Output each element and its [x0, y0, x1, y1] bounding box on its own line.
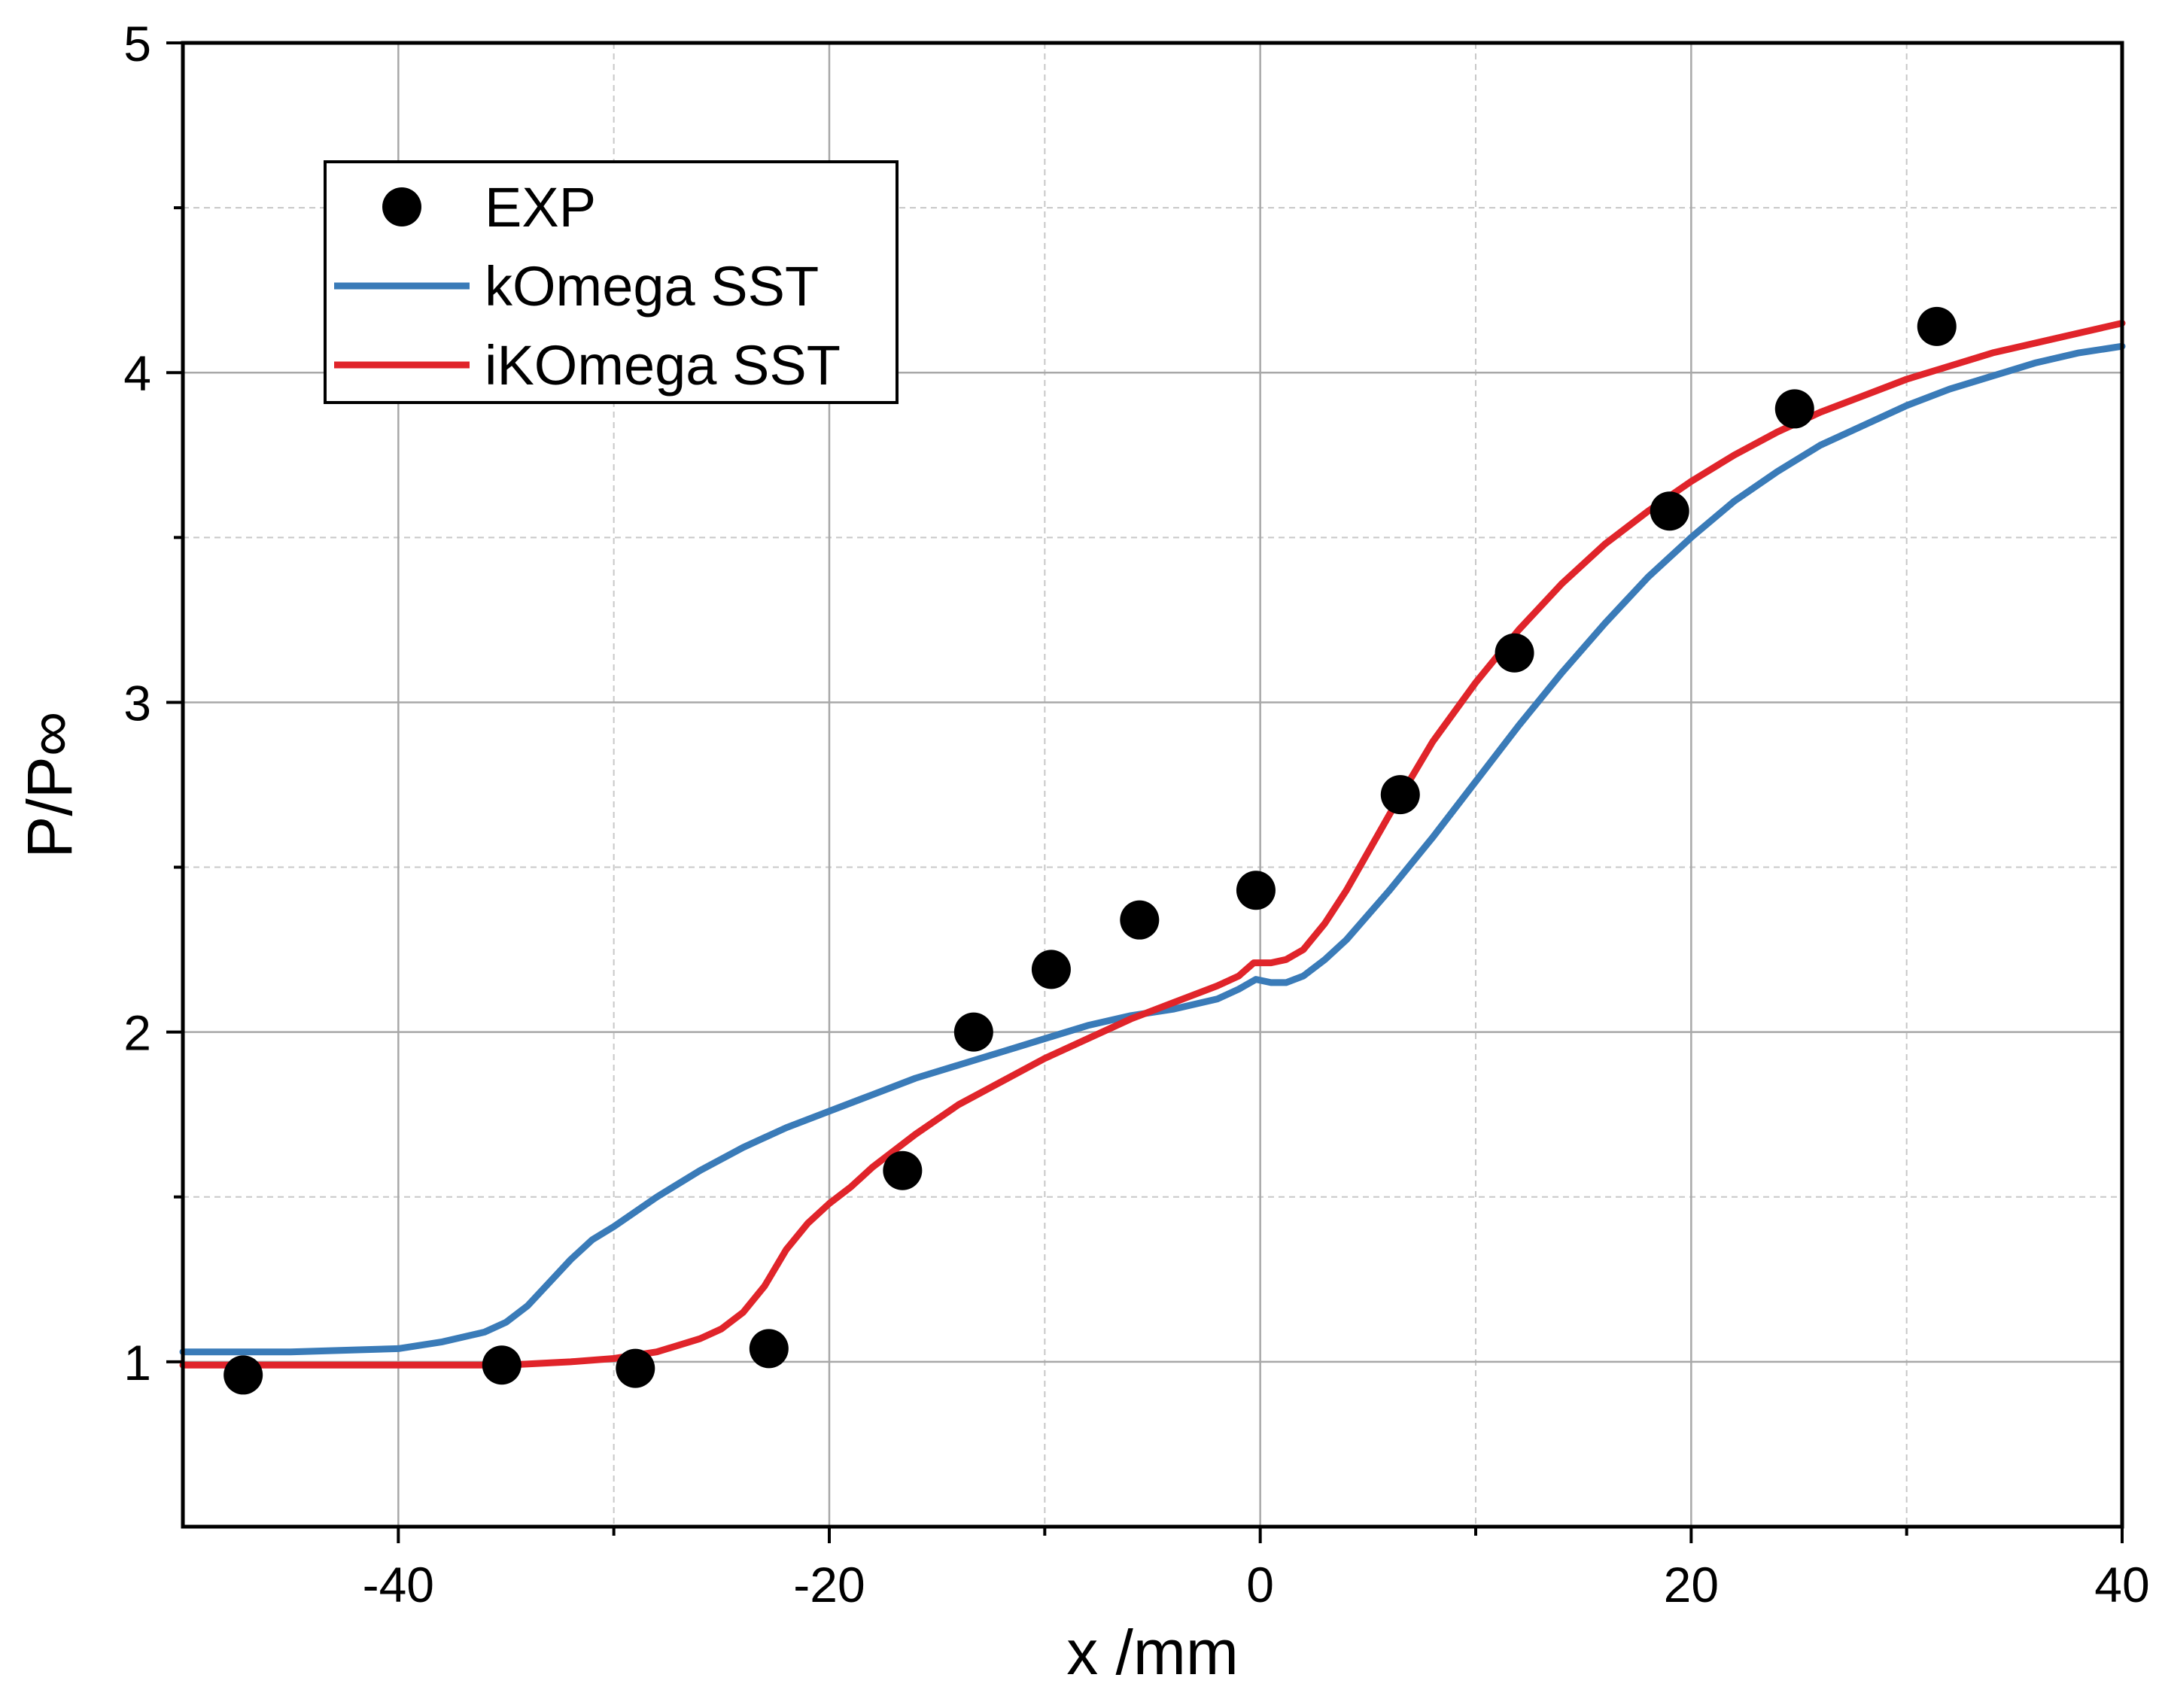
- axis-label-layer: x /mm P/P∞: [14, 711, 1239, 1688]
- exp-data-point: [1120, 900, 1160, 940]
- legend-entry-label: EXP: [485, 176, 596, 239]
- exp-data-point: [224, 1355, 263, 1395]
- exp-data-point: [1031, 950, 1071, 989]
- exp-data-point: [1495, 633, 1534, 673]
- plot-border: [181, 41, 2124, 1529]
- y-tick-label: 2: [123, 1005, 151, 1061]
- series-line: [179, 342, 2126, 1356]
- exp-data-point: [1774, 389, 1814, 429]
- series-layer: [179, 306, 2126, 1395]
- exp-data-point: [749, 1329, 789, 1369]
- y-tick-label: 5: [123, 16, 151, 71]
- x-tick-label: 40: [2094, 1557, 2149, 1612]
- exp-data-point: [616, 1348, 655, 1388]
- axes-frame: [181, 41, 2124, 1529]
- exp-data-point: [482, 1345, 522, 1385]
- exp-data-point: [1380, 775, 1420, 815]
- y-tick-label: 3: [123, 675, 151, 731]
- x-tick-label: 20: [1664, 1557, 1719, 1612]
- exp-data-point: [883, 1150, 923, 1190]
- y-tick-label: 1: [123, 1335, 151, 1390]
- x-tick-label: -20: [793, 1557, 865, 1612]
- y-tick-label: 4: [123, 345, 151, 401]
- y-axis-title: P/P∞: [14, 711, 85, 858]
- legend-entry-label: iKOmega SST: [485, 334, 841, 397]
- legend: EXP kOmega SST iKOmega SST: [324, 160, 899, 404]
- tick-layer: -40 -20 0 20 40 1 2 3 4 5: [123, 16, 2149, 1612]
- x-tick-label: 0: [1246, 1557, 1274, 1612]
- legend-entry-label: kOmega SST: [485, 255, 819, 318]
- exp-data-point: [953, 1012, 993, 1052]
- legend-marker-exp: [382, 187, 421, 226]
- exp-data-point: [1236, 871, 1276, 910]
- x-axis-title: x /mm: [1066, 1617, 1239, 1688]
- exp-data-point: [1917, 306, 1957, 346]
- x-tick-label: -40: [363, 1557, 434, 1612]
- series-line: [179, 320, 2126, 1369]
- exp-data-point: [1650, 491, 1689, 531]
